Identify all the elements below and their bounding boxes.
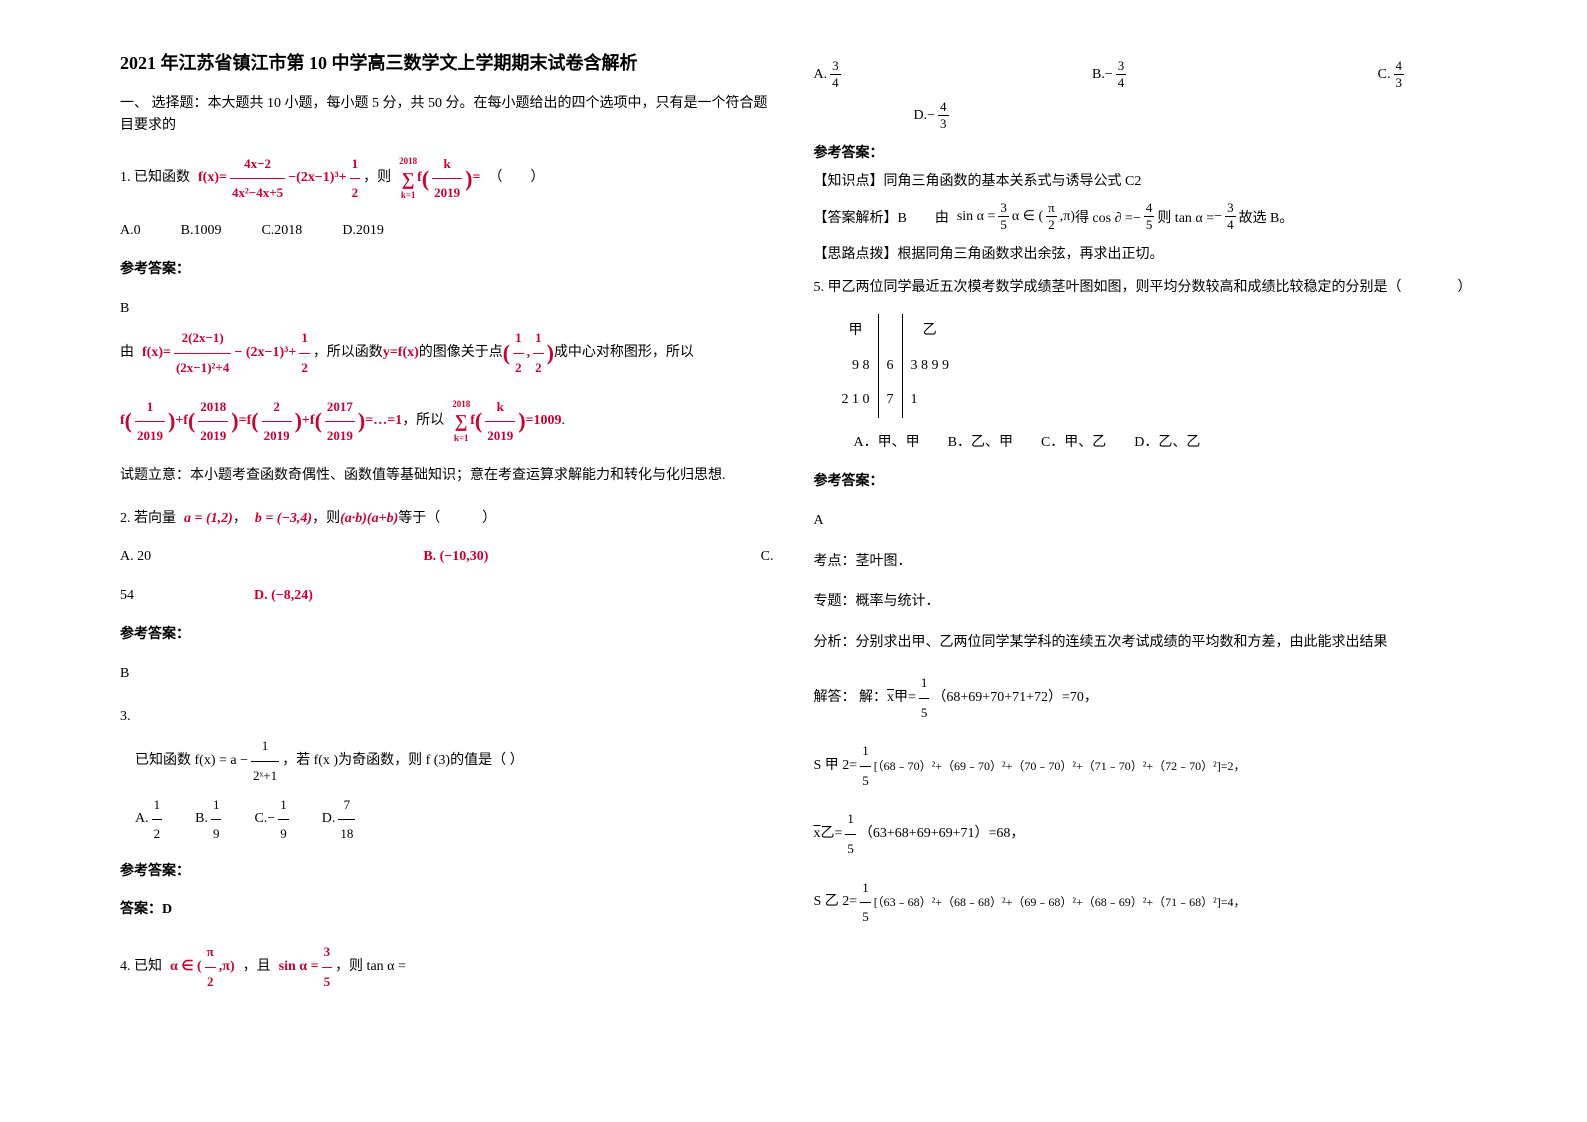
q1-fx: f(x)= bbox=[198, 163, 227, 194]
q1-suffix: ，则 bbox=[363, 163, 391, 194]
q1-frac2: 1 2 bbox=[350, 150, 361, 208]
q4-suffix: ，则 tan α = bbox=[335, 952, 406, 983]
q5-fenxi: 分析：分别求出甲、乙两位同学某学科的连续五次考试成绩的平均数和方差，由此能求出结… bbox=[814, 628, 1468, 659]
question-4-start: 4. 已知 α ∈ ( π2 ,π) ，且 sin α = 35 ，则 tan … bbox=[120, 938, 774, 996]
q4-sin: sin α = 35 bbox=[279, 938, 335, 996]
q4-opt-c: C. 43 bbox=[1378, 58, 1407, 91]
section-header: 一、 选择题：本大题共 10 小题，每小题 5 分，共 50 分。在每小题给出的… bbox=[120, 93, 774, 138]
stem-row-left: 2 1 0 bbox=[834, 383, 879, 418]
q2-a: a = (1,2) bbox=[184, 504, 233, 535]
q5-text: 5. 甲乙两位同学最近五次模考数学成绩茎叶图如图，则平均分数较高和成绩比较稳定的… bbox=[814, 273, 1468, 304]
q3-num: 3. bbox=[120, 702, 774, 733]
q1-explain-line2: f ( 12019 ) +f ( 20182019 ) =f ( 22019 )… bbox=[120, 393, 774, 451]
q3-opt-d: D. 718 bbox=[322, 791, 359, 849]
q3-opt-c: C. − 19 bbox=[254, 791, 291, 849]
q1-opt-b: B.1009 bbox=[181, 216, 222, 247]
q1-options: A.0 B.1009 C.2018 D.2019 bbox=[120, 216, 774, 247]
question-2: 2. 若向量 a = (1,2) ， b = (−3,4) ，则 (a·b)(a… bbox=[120, 504, 774, 690]
q1-answer: B bbox=[120, 294, 774, 325]
q1-answer-label: 参考答案： bbox=[120, 255, 774, 286]
q3-opt-a: A. 12 bbox=[135, 791, 165, 849]
stem-header-right: 乙 bbox=[902, 314, 957, 349]
q3-answer: 答案：D bbox=[120, 895, 774, 926]
q2-answer-label: 参考答案： bbox=[120, 620, 774, 651]
q2-prefix: 2. 若向量 bbox=[120, 504, 176, 535]
q5-answer-label: 参考答案： bbox=[814, 467, 1468, 498]
q5-solve4: S 乙 2= 15 [（63﹣68）²+（68﹣68）²+（69﹣68）²+（6… bbox=[814, 874, 1468, 932]
q2-opt-b: B. (−10,30) bbox=[423, 542, 488, 573]
q5-solve1: 解答： 解： x甲= 15 （68+69+70+71+72）=70， bbox=[814, 669, 1468, 727]
q4-analysis: 【答案解析】B 由 sin α = 35 α ∈ ( π2 ,π) 得 cos … bbox=[814, 200, 1468, 233]
q1-explain-line1: 由 f(x)= 2(2x−1) (2x−1)²+4 − (2x−1)³+ 1 2… bbox=[120, 324, 774, 382]
q1-paren: （ ） bbox=[488, 163, 544, 194]
stem-row-right: 1 bbox=[902, 383, 957, 418]
q1-opt-a: A.0 bbox=[120, 216, 141, 247]
q1-note: 试题立意：本小题考查函数奇偶性、函数值等基础知识；意在考查运算求解能力和转化与化… bbox=[120, 461, 774, 492]
q5-answer: A bbox=[814, 506, 1468, 537]
q2-opt-d: D. (−8,24) bbox=[254, 581, 313, 612]
q3-suffix: ，若 f(x )为奇函数，则 f (3)的值是（ ） bbox=[282, 746, 523, 777]
q1-opt-d: D.2019 bbox=[342, 216, 384, 247]
right-column: A. 34 B. − 34 C. 43 D. − 43 参考答案： 【知识点】同… bbox=[794, 50, 1488, 1072]
stem-leaf-plot: 甲 乙 9 8 6 3 8 9 9 2 1 0 7 1 bbox=[834, 314, 1468, 418]
q2-suffix: 等于（ ） bbox=[398, 504, 496, 535]
q5-solve3: x乙= 15 （63+68+69+69+71）=68， bbox=[814, 805, 1468, 863]
q2-b: b = (−3,4) bbox=[255, 504, 312, 535]
q5-kaodian: 考点：茎叶图． bbox=[814, 547, 1468, 578]
stem-row-right: 3 8 9 9 bbox=[902, 349, 957, 384]
q4-prefix: 4. 已知 bbox=[120, 952, 162, 983]
q4-range: α ∈ ( π2 ,π) bbox=[170, 938, 235, 996]
stem-row-stem: 7 bbox=[878, 383, 902, 418]
q4-answer-label: 参考答案： bbox=[814, 142, 1468, 162]
q4-opt-d: D. − 43 bbox=[914, 99, 952, 132]
q4-opt-a: A. 34 bbox=[814, 58, 844, 91]
q1-opt-c: C.2018 bbox=[261, 216, 302, 247]
question-5: 5. 甲乙两位同学最近五次模考数学成绩茎叶图如图，则平均分数较高和成绩比较稳定的… bbox=[814, 273, 1468, 932]
q4-knowledge: 【知识点】同角三角函数的基本关系式与诱导公式 C2 bbox=[814, 170, 1468, 190]
left-column: 2021 年江苏省镇江市第 10 中学高三数学文上学期期末试卷含解析 一、 选择… bbox=[100, 50, 794, 1072]
q4-thinking: 【思路点拨】根据同角三角函数求出余弦，再求出正切。 bbox=[814, 243, 1468, 263]
stem-row-stem: 6 bbox=[878, 349, 902, 384]
q2-expr: (a·b)(a+b) bbox=[340, 504, 398, 535]
q2-opt-a: A. 20 bbox=[120, 542, 151, 573]
q3-prefix: 已知函数 f(x) = a − bbox=[135, 746, 248, 777]
q3-opt-b: B. 19 bbox=[195, 791, 224, 849]
question-1: 1. 已知函数 f(x)= 4x−2 4x²−4x+5 −(2x−1)³+ 1 … bbox=[120, 150, 774, 492]
q1-frac1: 4x−2 4x²−4x+5 bbox=[230, 150, 285, 208]
q5-options: A．甲、甲 B．乙、甲 C．甲、乙 D．乙、乙 bbox=[854, 428, 1468, 459]
q5-zhuanti: 专题：概率与统计． bbox=[814, 587, 1468, 618]
q1-sum-expr: 2018 ∑ k=1 f ( k 2019 ) = bbox=[399, 150, 480, 208]
q1-mid: −(2x−1)³+ bbox=[288, 163, 346, 194]
stem-row-left: 9 8 bbox=[834, 349, 879, 384]
q4-opt-b: B. − 34 bbox=[1092, 58, 1129, 91]
q2-opt-c-label: C. bbox=[761, 542, 774, 573]
q3-frac: 1 2ˣ+1 bbox=[251, 732, 279, 790]
q4-options-row1: A. 34 B. − 34 C. 43 bbox=[814, 58, 1468, 91]
q5-solve2: S 甲 2= 15 [（68﹣70）²+（69﹣70）²+（70﹣70）²+（7… bbox=[814, 737, 1468, 795]
q2-opt-c-val: 54 bbox=[120, 581, 134, 612]
question-3: 3. 已知函数 f(x) = a − 1 2ˣ+1 ，若 f(x )为奇函数，则… bbox=[120, 702, 774, 927]
q2-answer: B bbox=[120, 659, 774, 690]
stem-header-left: 甲 bbox=[834, 314, 879, 349]
q1-prefix: 1. 已知函数 bbox=[120, 163, 190, 194]
q3-answer-label: 参考答案： bbox=[120, 857, 774, 888]
exam-title: 2021 年江苏省镇江市第 10 中学高三数学文上学期期末试卷含解析 bbox=[120, 50, 774, 77]
